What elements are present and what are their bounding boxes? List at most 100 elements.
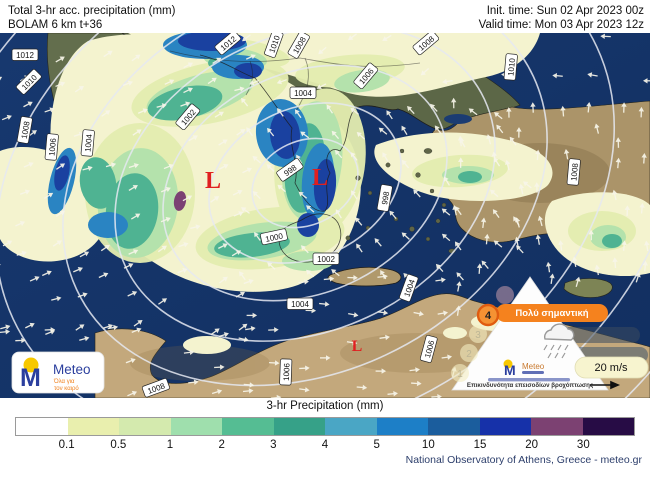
wind-arrow <box>389 210 397 220</box>
wind-arrow <box>518 183 525 195</box>
wind-arrow <box>266 164 275 172</box>
wind-arrow <box>212 57 222 64</box>
warning-level5-circle <box>496 286 514 304</box>
wind-arrow <box>496 124 504 134</box>
legend-tick-labels: 0.1 0.5 1 2 3 4 5 10 15 20 30 <box>15 439 635 453</box>
rain-cloud-icon <box>543 323 575 359</box>
legend-color-segment <box>428 418 480 435</box>
sea-of-marmara <box>444 114 472 124</box>
legend-color-segment <box>273 418 325 435</box>
wind-arrow <box>299 387 310 393</box>
valid-time: Valid time: Mon 03 Apr 2023 12z <box>478 19 644 31</box>
wind-arrow <box>0 324 11 330</box>
legend-tick: 0.5 <box>110 439 127 451</box>
wind-arrow <box>441 208 451 216</box>
wind-arrow <box>241 97 249 107</box>
wind-arrow <box>44 327 56 333</box>
legend-color-segment <box>479 418 531 435</box>
wind-arrow <box>15 221 26 227</box>
wind-arrow <box>492 209 500 219</box>
wind-arrow <box>214 364 225 370</box>
wind-arrow <box>621 240 627 251</box>
precipitation-color-scale <box>15 417 635 436</box>
wind-arrow <box>0 76 3 83</box>
wind-arrow <box>549 273 555 284</box>
warning-caption: Επικινδυνότητα επεισοδίων βροχόπτωσης <box>467 382 593 389</box>
warning-active-label: Πολύ σημαντική <box>515 308 588 319</box>
wind-arrow <box>644 240 650 252</box>
wind-arrow <box>243 382 255 388</box>
wind-arrow <box>276 79 287 85</box>
wind-arrow <box>74 86 84 93</box>
legend-tick: 20 <box>525 439 539 451</box>
svg-text:M: M <box>504 362 516 378</box>
wind-arrow <box>276 108 284 117</box>
wind-arrow <box>160 217 171 223</box>
wind-arrow <box>586 102 592 113</box>
wind-arrow <box>51 296 62 302</box>
wind-arrow <box>458 157 464 168</box>
wind-arrow <box>638 106 645 118</box>
wind-arrow <box>431 394 442 398</box>
wind-arrow <box>537 215 544 227</box>
wind-arrow <box>19 189 31 195</box>
wind-arrow <box>476 263 483 274</box>
warning-level4-circle[interactable] <box>476 303 500 327</box>
wind-arrow <box>177 268 188 274</box>
wind-arrow <box>516 245 524 254</box>
warning-active-pill[interactable] <box>496 304 608 322</box>
wind-arrow <box>356 243 363 253</box>
meteo-logo-box[interactable]: M Meteo Όλα για τον καιρό <box>11 351 105 394</box>
wind-arrow <box>188 135 198 142</box>
wind-reference-arrow <box>590 380 621 390</box>
wind-arrow <box>29 276 40 282</box>
warning-level1-number: 1 <box>457 369 463 380</box>
wind-arrow <box>401 232 410 240</box>
wind-arrow <box>442 78 453 85</box>
legend-tick: 2 <box>218 439 225 451</box>
legend-tick: 10 <box>421 439 435 451</box>
wind-arrow <box>242 34 251 42</box>
meteo-logo-tagline-2: τον καιρό <box>54 385 79 392</box>
wind-arrow <box>493 240 503 248</box>
warning-meteo-logo: M Meteo <box>488 359 570 382</box>
wind-arrow <box>413 311 424 317</box>
wind-arrow <box>238 323 248 331</box>
wind-arrow <box>123 263 134 269</box>
wind-arrow <box>232 189 243 196</box>
wind-arrow <box>219 276 228 284</box>
wind-arrow <box>214 111 224 118</box>
wind-arrow <box>234 86 245 92</box>
low-pressure-markers: L L L <box>205 165 362 355</box>
wind-arrow <box>334 149 343 159</box>
legend-color-segment <box>222 418 274 435</box>
wind-arrow <box>380 270 387 280</box>
wind-arrow <box>246 127 253 137</box>
wind-arrow <box>378 127 388 135</box>
svg-text:1004: 1004 <box>294 89 312 98</box>
legend-color-segment <box>531 418 583 435</box>
wind-arrow <box>239 271 246 281</box>
wind-arrow <box>434 125 442 135</box>
wind-arrow <box>420 68 430 76</box>
isobar-label: 1006 <box>419 334 438 363</box>
wind-arrow <box>615 157 621 169</box>
wind-arrow <box>180 101 191 107</box>
wind-arrow <box>454 241 462 251</box>
wind-arrow <box>331 130 340 140</box>
svg-text:1008: 1008 <box>20 120 32 140</box>
wind-arrow <box>131 54 141 62</box>
wind-arrow <box>318 46 327 55</box>
wind-arrow <box>15 337 26 344</box>
wind-arrow <box>600 33 611 40</box>
wind-arrow <box>588 229 594 241</box>
wind-arrow <box>125 358 136 364</box>
wind-arrow <box>218 164 229 170</box>
wind-arrow <box>409 367 420 373</box>
wind-arrow <box>156 103 167 109</box>
isobar-label: 1006 <box>279 358 293 386</box>
wind-reference: 20 m/s <box>574 356 649 390</box>
wind-arrow <box>164 79 175 85</box>
wind-arrow <box>504 159 511 171</box>
